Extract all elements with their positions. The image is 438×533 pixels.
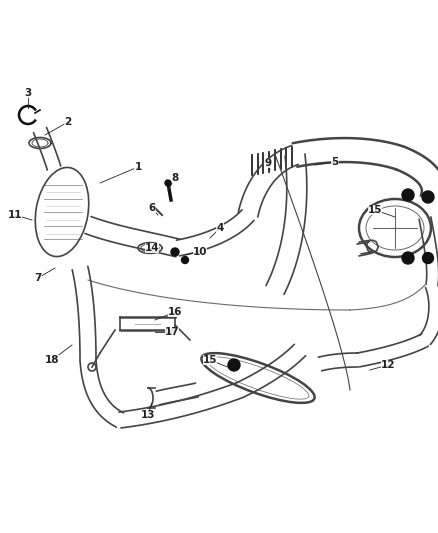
Text: 18: 18 bbox=[45, 355, 59, 365]
Text: 17: 17 bbox=[165, 327, 179, 337]
Circle shape bbox=[171, 248, 179, 256]
Circle shape bbox=[228, 359, 240, 371]
Text: 13: 13 bbox=[141, 410, 155, 420]
Text: 8: 8 bbox=[171, 173, 179, 183]
Text: 15: 15 bbox=[368, 205, 382, 215]
Text: 9: 9 bbox=[265, 158, 272, 168]
Text: 4: 4 bbox=[216, 223, 224, 233]
Circle shape bbox=[181, 256, 188, 263]
Text: 16: 16 bbox=[168, 307, 182, 317]
Text: 12: 12 bbox=[381, 360, 395, 370]
Circle shape bbox=[422, 191, 434, 203]
Circle shape bbox=[165, 180, 171, 186]
Circle shape bbox=[402, 189, 414, 201]
Text: 15: 15 bbox=[203, 355, 217, 365]
Text: 6: 6 bbox=[148, 203, 155, 213]
Text: 3: 3 bbox=[25, 88, 32, 98]
Text: 11: 11 bbox=[8, 210, 22, 220]
Text: 1: 1 bbox=[134, 162, 141, 172]
Text: 10: 10 bbox=[193, 247, 207, 257]
Text: 5: 5 bbox=[332, 157, 339, 167]
Circle shape bbox=[402, 252, 414, 264]
Text: 7: 7 bbox=[34, 273, 42, 283]
Text: 14: 14 bbox=[145, 243, 159, 253]
Circle shape bbox=[423, 253, 434, 263]
Text: 2: 2 bbox=[64, 117, 72, 127]
